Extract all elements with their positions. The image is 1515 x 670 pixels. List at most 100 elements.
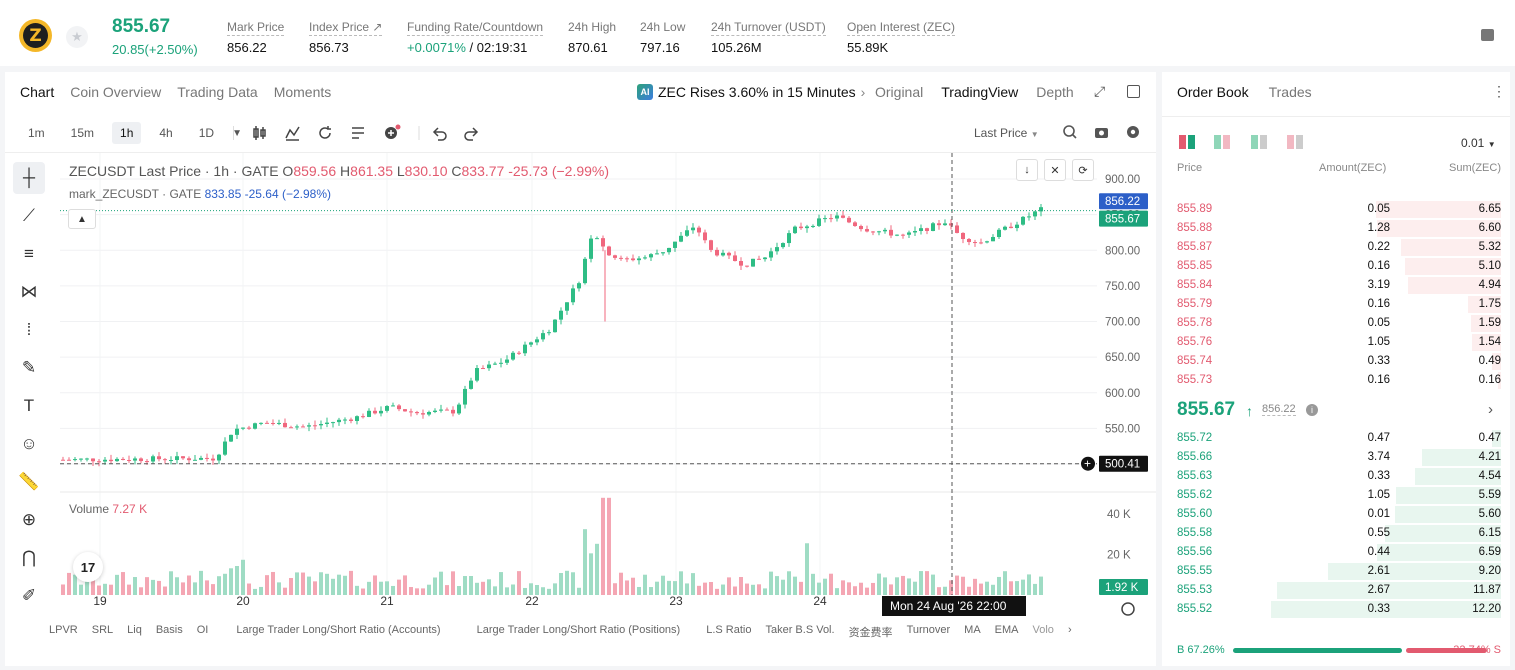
add-alert-icon[interactable] (1081, 456, 1095, 471)
volume-bar (205, 580, 209, 595)
brush-icon[interactable]: ✎ (21, 358, 37, 377)
more-icon[interactable]: ⋮ (1492, 83, 1506, 99)
candle (199, 457, 203, 460)
bid-row[interactable]: 855.52 0.33 12.20 (1162, 600, 1510, 619)
ask-row[interactable]: 855.79 0.16 1.75 (1162, 295, 1510, 314)
news-ticker[interactable]: AI ZEC Rises 3.60% in 15 Minutes › (637, 84, 865, 100)
precision-select[interactable]: 0.01 ▼ (1461, 136, 1496, 150)
ask-row[interactable]: 855.76 1.05 1.54 (1162, 333, 1510, 352)
view-depth[interactable]: Depth (1036, 84, 1074, 100)
stat-index-price[interactable]: Index Price ↗ 856.73 (309, 20, 383, 55)
indicator-ltlsr-positions[interactable]: Large Trader Long/Short Ratio (Positions… (476, 624, 681, 636)
window-icon[interactable] (1127, 85, 1140, 98)
layout-bids-icon[interactable] (1214, 135, 1230, 149)
indicator-oi[interactable]: OI (196, 624, 209, 636)
ask-row[interactable]: 855.87 0.22 5.32 (1162, 238, 1510, 257)
collapse-legend-button[interactable]: ▲ (68, 209, 96, 229)
layout-asks-only-icon[interactable] (1287, 135, 1303, 149)
tab-trading-data[interactable]: Trading Data (177, 84, 258, 100)
redo-icon[interactable] (464, 127, 479, 141)
indicators-icon[interactable] (285, 126, 300, 141)
indicator-ls-ratio[interactable]: L.S Ratio (706, 624, 752, 636)
zoom-in-icon[interactable]: ⊕ (21, 510, 37, 529)
indicator-lpvr[interactable]: LPVR (49, 624, 78, 636)
view-original[interactable]: Original (875, 84, 924, 100)
tab-moments[interactable]: Moments (273, 84, 332, 100)
bid-row[interactable]: 855.53 2.67 11.87 (1162, 581, 1510, 600)
ask-row[interactable]: 855.88 1.28 6.60 (1162, 219, 1510, 238)
ask-row[interactable]: 855.74 0.33 0.49 (1162, 352, 1510, 371)
ask-row[interactable]: 855.84 3.19 4.94 (1162, 276, 1510, 295)
layout-bids-only-icon[interactable] (1251, 135, 1267, 149)
chevron-right-icon[interactable]: › (1067, 624, 1072, 636)
bid-row[interactable]: 855.72 0.47 0.47 (1162, 429, 1510, 448)
bid-row[interactable]: 855.58 0.55 6.15 (1162, 524, 1510, 543)
trend-line-icon[interactable]: ⟋ (23, 206, 35, 225)
bid-row[interactable]: 855.62 1.05 5.59 (1162, 486, 1510, 505)
ask-row[interactable]: 855.89 0.05 6.65 (1162, 200, 1510, 219)
bid-row[interactable]: 855.63 0.33 4.54 (1162, 467, 1510, 486)
add-indicator-icon[interactable] (385, 124, 401, 140)
bid-row[interactable]: 855.55 2.61 9.20 (1162, 562, 1510, 581)
crosshair-icon[interactable]: ┼ (13, 162, 45, 194)
tab-coin-overview[interactable]: Coin Overview (70, 84, 162, 100)
price-chart[interactable]: 900.00850.00800.00750.00700.00650.00600.… (5, 153, 1156, 666)
favorite-star-icon[interactable]: ★ (66, 26, 88, 48)
indicator-ltlsr-accounts[interactable]: Large Trader Long/Short Ratio (Accounts) (236, 624, 441, 636)
view-tradingview[interactable]: TradingView (941, 84, 1019, 100)
search-icon[interactable] (1063, 125, 1077, 139)
close-icon[interactable]: ✕ (1044, 159, 1066, 181)
layout-both-icon[interactable] (1179, 135, 1195, 149)
gear-icon[interactable] (1127, 126, 1139, 138)
fib-icon[interactable]: ⁞ (26, 320, 32, 339)
ask-row[interactable]: 855.78 0.05 1.59 (1162, 314, 1510, 333)
chevron-right-icon[interactable]: › (1488, 401, 1493, 418)
document-icon[interactable] (1481, 29, 1494, 41)
bid-row[interactable]: 855.56 0.44 6.59 (1162, 543, 1510, 562)
tab-chart[interactable]: Chart (20, 84, 55, 100)
ruler-icon[interactable]: 📏 (18, 472, 40, 491)
volume-bar (961, 576, 965, 595)
indicator-ma[interactable]: MA (964, 624, 981, 636)
ask-row[interactable]: 855.73 0.16 0.16 (1162, 371, 1510, 390)
depth-bar (1376, 544, 1501, 561)
tradingview-logo[interactable]: 17 (73, 552, 103, 582)
pencil-icon[interactable]: ✐ (21, 586, 37, 605)
interval-1d[interactable]: 1D (198, 126, 215, 140)
indicator-srl[interactable]: SRL (91, 624, 114, 636)
refresh-icon[interactable]: ⟳ (1072, 159, 1094, 181)
emoji-icon[interactable]: ☺ (20, 434, 38, 453)
interval-4h[interactable]: 4h (159, 126, 173, 140)
candle-type-icon[interactable] (253, 126, 266, 140)
indicator-basis[interactable]: Basis (155, 624, 183, 636)
replay-icon[interactable] (319, 126, 331, 139)
pattern-icon[interactable]: ⋈ (20, 282, 38, 301)
indicator-ema[interactable]: EMA (994, 624, 1019, 636)
axis-settings-icon[interactable] (1121, 602, 1135, 616)
bid-row[interactable]: 855.66 3.74 4.21 (1162, 448, 1510, 467)
interval-15m[interactable]: 15m (70, 126, 95, 140)
indicator-funding[interactable]: 资金费率 (848, 627, 893, 639)
templates-icon[interactable] (352, 127, 364, 139)
tab-order-book[interactable]: Order Book (1177, 84, 1249, 100)
horizontal-lines-icon[interactable]: ≡ (24, 244, 34, 263)
indicator-liq[interactable]: Liq (127, 624, 142, 636)
ask-row[interactable]: 855.85 0.16 5.10 (1162, 257, 1510, 276)
bid-row[interactable]: 855.60 0.01 5.60 (1162, 505, 1510, 524)
undo-icon[interactable] (432, 127, 447, 141)
indicator-volo[interactable]: Volo (1032, 624, 1054, 636)
interval-1h[interactable]: 1h (112, 122, 142, 144)
scroll-down-icon[interactable]: ↓ (1016, 159, 1038, 181)
interval-1m[interactable]: 1m (28, 126, 45, 140)
tab-trades[interactable]: Trades (1268, 84, 1312, 100)
volume-bar (661, 575, 665, 595)
text-tool-icon[interactable]: T (23, 396, 35, 415)
info-icon[interactable]: i (1306, 404, 1318, 416)
indicator-taker-vol[interactable]: Taker B.S Vol. (765, 624, 835, 636)
price-type-select[interactable]: Last Price ▼ (974, 126, 1039, 140)
indicator-turnover[interactable]: Turnover (906, 624, 951, 636)
camera-icon[interactable] (1095, 128, 1108, 138)
magnet-icon[interactable]: ⋂ (22, 548, 36, 567)
expand-icon[interactable]: ⤢ (1094, 83, 1106, 99)
interval-dropdown-icon[interactable]: ▼ (232, 127, 242, 139)
